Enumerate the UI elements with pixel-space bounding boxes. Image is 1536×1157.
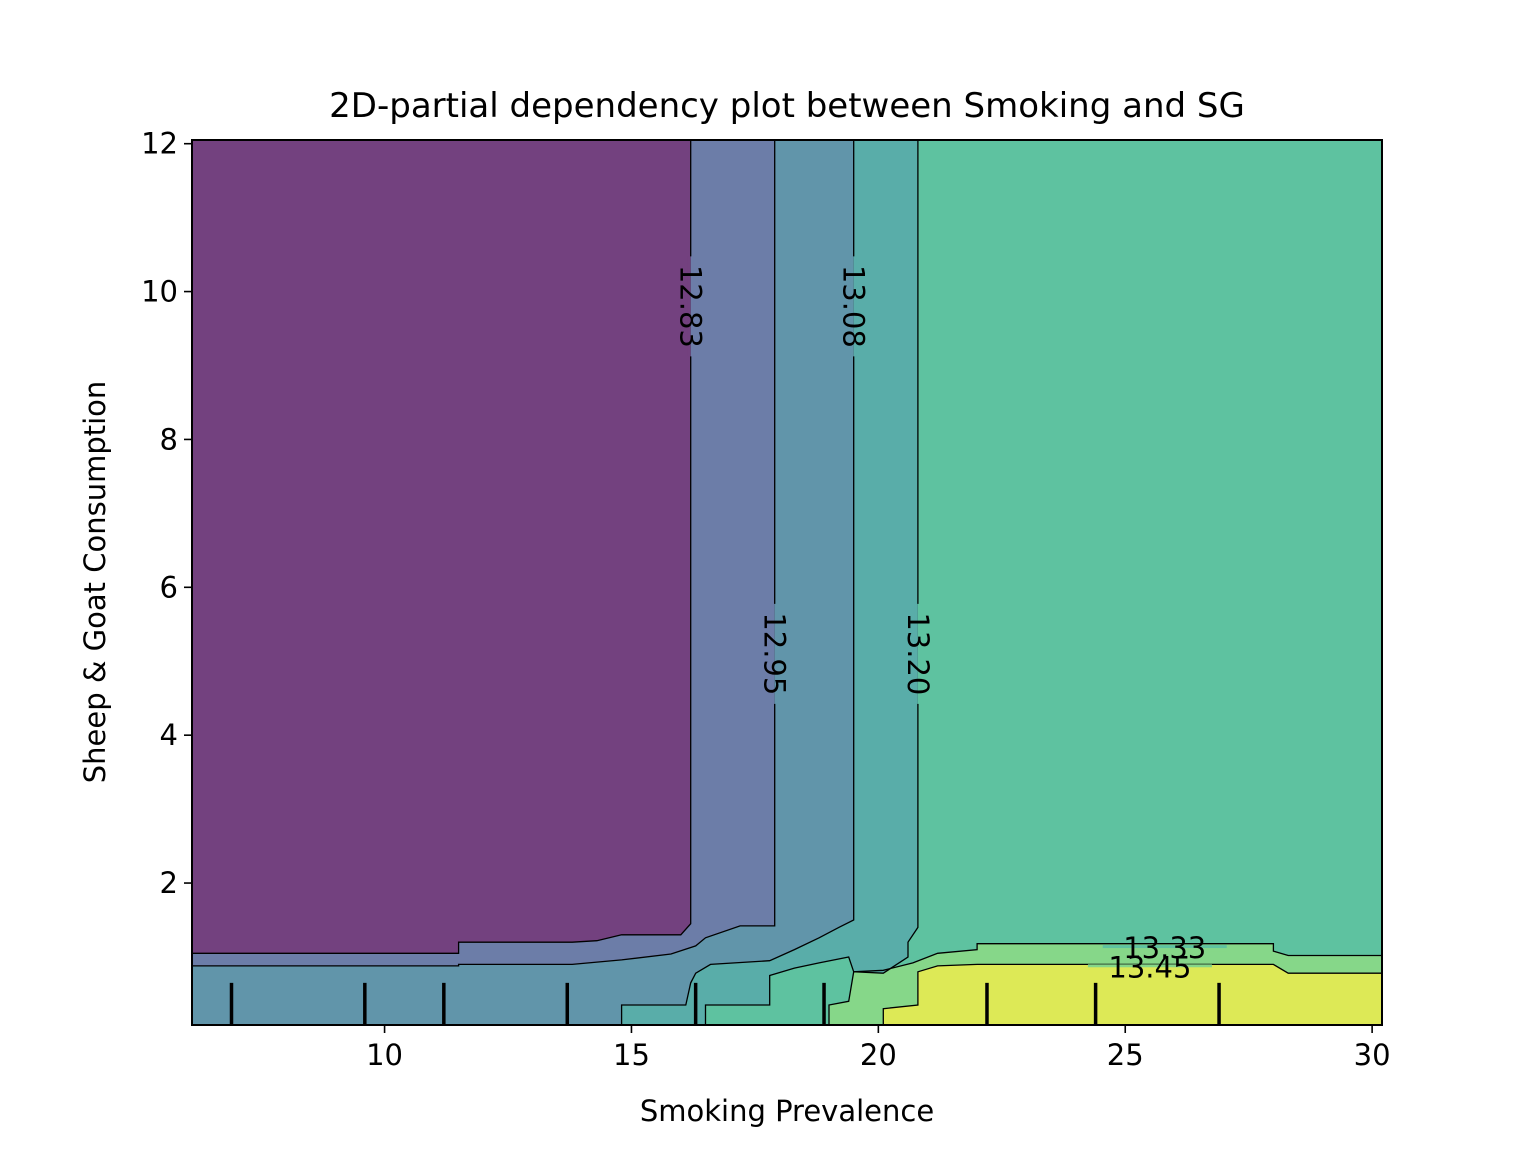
contour-line-12.95 (192, 140, 776, 967)
y-tick-label: 6 (160, 570, 178, 604)
contour-label-13.33: 13.33 (1123, 931, 1206, 965)
contour-line-layer (192, 140, 1382, 1025)
x-tick-label: 10 (366, 1038, 403, 1072)
contour-line-13.20 (704, 140, 919, 1025)
y-tick-label: 8 (160, 422, 178, 456)
y-tick-label: 10 (141, 275, 178, 309)
contour-fill-layer (192, 140, 1382, 1025)
y-tick-label: 4 (160, 718, 178, 752)
plot-frame (191, 139, 1383, 1026)
y-axis-ticks: 2 4 6 8 10 12 (141, 127, 192, 900)
x-tick-label: 20 (860, 1038, 897, 1072)
y-axis-label: Sheep & Goat Consumption (78, 381, 112, 784)
contour-label-13.20: 13.20 (901, 612, 935, 695)
contour-region-1 (192, 140, 691, 954)
chart-title: 2D-partial dependency plot between Smoki… (329, 86, 1245, 126)
y-tick-label: 12 (141, 127, 178, 161)
rug-layer (229, 982, 1221, 1025)
plot-area (192, 140, 1382, 1025)
contour-label-12.83: 12.83 (674, 265, 708, 348)
contour-line-12.83 (192, 140, 692, 954)
contour-label-13.45: 13.45 (1108, 950, 1191, 984)
y-tick-label: 2 (160, 866, 178, 900)
x-tick-label: 30 (1354, 1038, 1391, 1072)
x-axis-ticks: 10 15 20 25 30 (366, 1025, 1391, 1072)
contour-label-12.95: 12.95 (758, 612, 792, 695)
contour-line-13.33 (828, 943, 1382, 1025)
contour-line-13.45 (882, 963, 1382, 1025)
x-tick-label: 25 (1107, 1038, 1144, 1072)
contour-label-13.08: 13.08 (837, 265, 871, 348)
x-tick-label: 15 (613, 1038, 650, 1072)
contour-line-13.08 (620, 140, 855, 1025)
x-axis-label: Smoking Prevalence (640, 1094, 934, 1128)
